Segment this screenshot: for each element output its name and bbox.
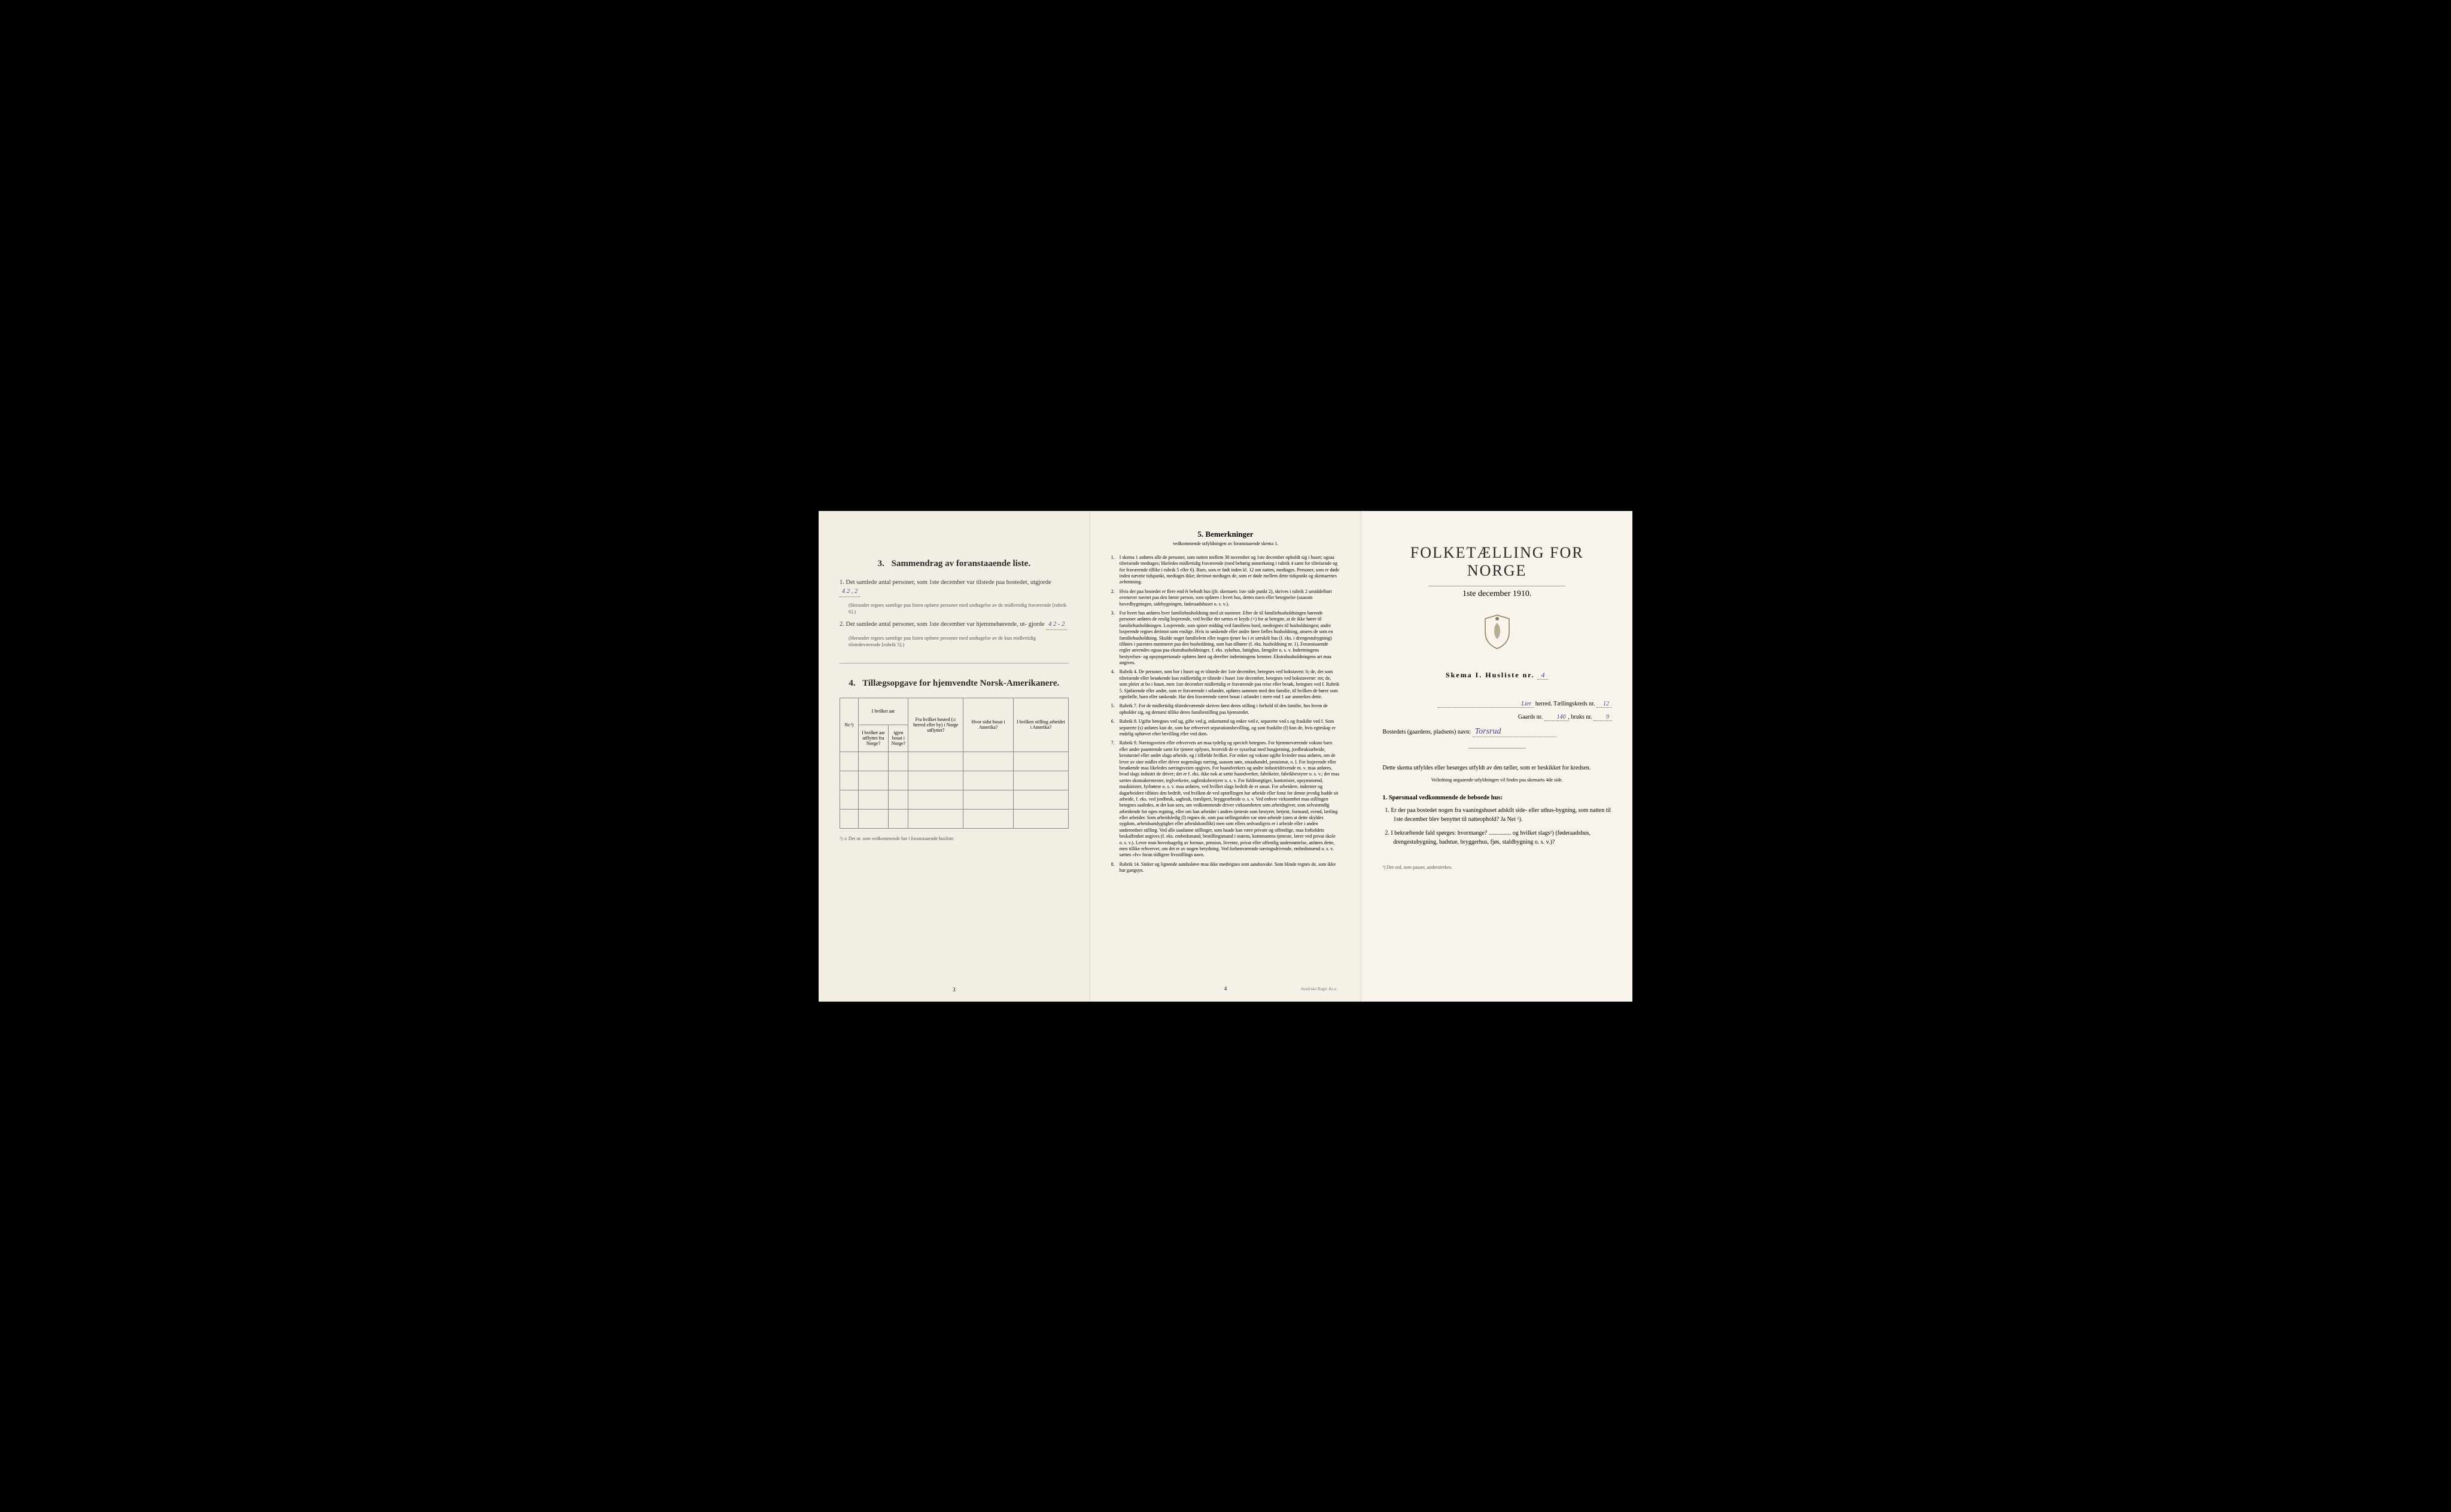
bruk-nr: 9 <box>1594 714 1611 721</box>
th-bosted: Fra hvilket bosted (ɔ: herred eller by) … <box>908 698 963 752</box>
section-4-heading: 4. Tillægsopgave for hjemvendte Norsk-Am… <box>840 679 1069 689</box>
section-5-heading: 5. Bemerkninger <box>1111 529 1340 540</box>
printer-mark: Steen'ske Bogtr. Kr.a. <box>1301 987 1337 992</box>
page-4: 5. Bemerkninger vedkommende utfyldningen… <box>1090 511 1362 1002</box>
table-footnote: ¹) ɔ: Det nr. som vedkommende har i fora… <box>840 836 1069 841</box>
section-4-number: 4. <box>849 679 855 688</box>
question-1-text: 1. Er der paa bostedet nogen fra vaaning… <box>1385 807 1611 823</box>
page-1-cover: FOLKETÆLLING FOR NORGE 1ste december 191… <box>1361 511 1632 1002</box>
remark-item: 2.Hvis der paa bostedet er flere end ét … <box>1111 589 1340 607</box>
question-1: 1. Er der paa bostedet nogen fra vaaning… <box>1393 806 1611 824</box>
th-amerika: Hvor sidst bosat i Amerika? <box>963 698 1014 752</box>
coat-of-arms-icon <box>1382 614 1611 656</box>
instruction-text: Dette skema utfyldes eller besørges utfy… <box>1382 763 1611 772</box>
section-5-number: 5. <box>1197 530 1203 539</box>
table-row <box>840 752 1069 771</box>
th-utflyttet: I hvilket aar utflyttet fra Norge? <box>858 725 889 752</box>
bruk-label: bruks nr. <box>1571 714 1592 720</box>
gaard-nr: 140 <box>1544 714 1568 721</box>
skema-label: Skema I. Husliste nr. <box>1446 671 1535 679</box>
item-1-text: 1. Det samlede antal personer, som 1ste … <box>840 579 1051 586</box>
page-number-4: 4 <box>1224 985 1227 992</box>
th-igjen: igjen bosat i Norge? <box>889 725 908 752</box>
th-stilling: I hvilken stilling arbeidet i Amerika? <box>1014 698 1069 752</box>
item-2: 2. Det samlede antal personer, som 1ste … <box>840 620 1069 630</box>
page-number-3: 3 <box>953 987 956 993</box>
item-1-value: 4 2 , 2 <box>840 587 860 597</box>
item-1-note: (Herunder regnes samtlige paa listen opf… <box>849 602 1069 615</box>
section-5-subtitle: vedkommende utfyldningen av foranstaaend… <box>1111 541 1340 547</box>
herred-label: herred. Tællingskreds nr. <box>1535 701 1595 707</box>
herred-line: Lier herred. Tællingskreds nr. 12 <box>1382 701 1611 708</box>
th-nr: Nr.¹) <box>840 698 859 752</box>
skema-line: Skema I. Husliste nr. 4 <box>1382 671 1611 680</box>
questions-heading: 1. Spørsmaal vedkommende de beboede hus: <box>1382 795 1611 801</box>
table-row <box>840 771 1069 790</box>
remark-item: 8.Rubrik 14. Sinker og lignende aandsslø… <box>1111 862 1340 874</box>
question-2: 2. I bekræftende fald spørges: hvormange… <box>1393 829 1611 847</box>
divider <box>840 663 1069 664</box>
skema-nr: 4 <box>1537 671 1548 680</box>
section-5-title: Bemerkninger <box>1205 530 1253 539</box>
item-1: 1. Det samlede antal personer, som 1ste … <box>840 578 1069 598</box>
remark-item: 4.Rubrik 4. De personer, som bor i huset… <box>1111 669 1340 700</box>
main-title: FOLKETÆLLING FOR NORGE <box>1382 544 1611 580</box>
gaard-line: Gaards nr. 140, bruks nr. 9 <box>1382 714 1611 721</box>
remark-item: 1.I skema 1 anføres alle de personer, so… <box>1111 555 1340 586</box>
remark-item: 5.Rubrik 7. For de midlertidig tilstedev… <box>1111 703 1340 716</box>
amerikanere-table: Nr.¹) I hvilket aar Fra hvilket bosted (… <box>840 698 1069 829</box>
item-2-note: (Herunder regnes samtlige paa listen opf… <box>849 635 1069 648</box>
gaard-label: Gaards nr. <box>1518 714 1543 720</box>
question-2-text: 2. I bekræftende fald spørges: hvormange… <box>1385 830 1591 845</box>
section-3-heading: 3. Sammendrag av foranstaaende liste. <box>840 559 1069 569</box>
section-3-number: 3. <box>878 559 884 568</box>
remark-item: 3.For hvert hus anføres hver familiehush… <box>1111 610 1340 667</box>
item-2-text: 2. Det samlede antal personer, som 1ste … <box>840 621 1044 628</box>
census-date: 1ste december 1910. <box>1382 589 1611 599</box>
remark-item: 7.Rubrik 9. Næringsveien eller erhvervet… <box>1111 740 1340 858</box>
section-3-title: Sammendrag av foranstaaende liste. <box>892 559 1031 568</box>
right-footnote: ¹) Det ord, som passer, understrekes. <box>1382 865 1611 870</box>
table-body <box>840 752 1069 828</box>
page-3: 3. Sammendrag av foranstaaende liste. 1.… <box>819 511 1090 1002</box>
bosted-value: Torsrud <box>1473 727 1556 737</box>
census-document: 3. Sammendrag av foranstaaende liste. 1.… <box>819 511 1632 1002</box>
section-4-title: Tillægsopgave for hjemvendte Norsk-Ameri… <box>862 679 1059 688</box>
mid-rule <box>1468 748 1526 749</box>
item-2-value: 4 2 - 2 <box>1046 620 1067 630</box>
bosted-label: Bostedets (gaardens, pladsens) navn: <box>1382 729 1471 735</box>
table-row <box>840 790 1069 809</box>
remarks-list: 1.I skema 1 anføres alle de personer, so… <box>1111 555 1340 874</box>
table-row <box>840 809 1069 828</box>
kreds-nr: 12 <box>1597 701 1611 708</box>
th-aar-group: I hvilket aar <box>858 698 908 725</box>
instruction-sub: Veiledning angaaende utfyldningen vil fi… <box>1382 777 1611 783</box>
herred-value: Lier <box>1438 701 1534 708</box>
remark-item: 6.Rubrik 8. Ugifte betegnes ved ug, gift… <box>1111 719 1340 737</box>
bosted-line: Bostedets (gaardens, pladsens) navn: Tor… <box>1382 727 1611 737</box>
